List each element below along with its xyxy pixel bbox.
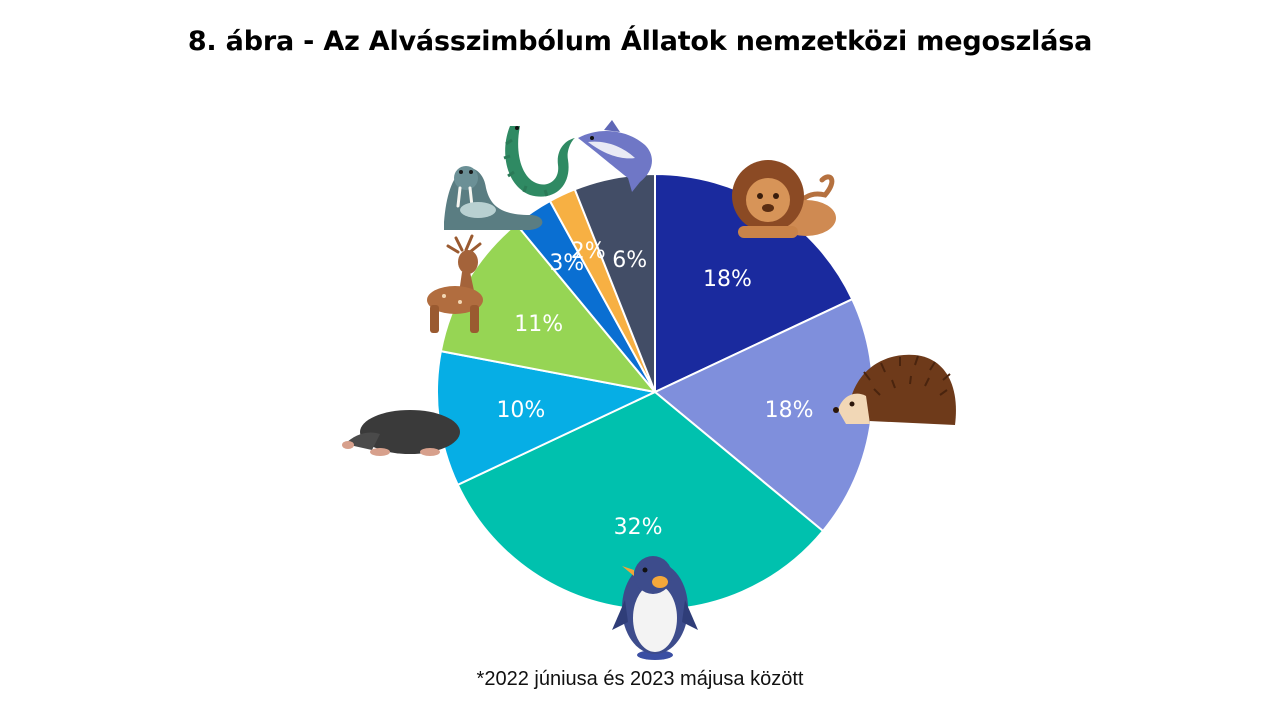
pie-labels: 18% 18% 32% 10% 11% 3%2% 6%: [496, 239, 813, 540]
pie-slice-8: [573, 172, 656, 393]
pie-label-8: 6%: [612, 248, 647, 273]
pie-slices: [436, 172, 874, 611]
chart-footnote: *2022 júniusa és 2023 májusa között: [476, 668, 804, 690]
penguin-icon: [612, 556, 698, 660]
deer-icon: [427, 234, 483, 333]
pie-label-6: 3%: [549, 251, 584, 276]
pie-label-3: 32%: [614, 515, 663, 540]
pie-label-4: 10%: [496, 398, 545, 423]
pie-label-2: 18%: [765, 398, 814, 423]
walrus-icon: [444, 166, 543, 230]
shark-icon: [578, 120, 652, 192]
mole-icon: [342, 410, 460, 456]
hedgehog-icon: [833, 354, 956, 425]
pie-label-5: 11%: [514, 312, 563, 337]
pie-label-7: 2%: [571, 239, 606, 264]
lion-icon: [732, 160, 836, 238]
chart-title: 8. ábra - Az Alvásszimbólum Állatok nemz…: [187, 26, 1093, 57]
crocodile-icon: [503, 126, 575, 197]
pie-label-1: 18%: [703, 267, 752, 292]
